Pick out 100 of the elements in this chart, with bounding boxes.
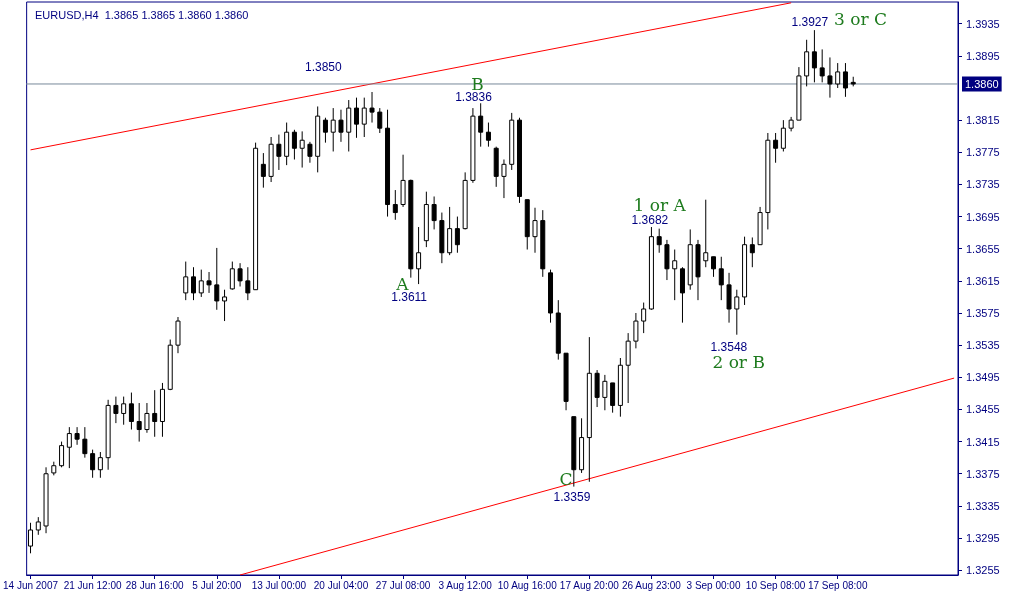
candlestick <box>842 62 848 98</box>
x-tick-label: 13 Jul 00:00 <box>251 579 307 591</box>
y-tick-label: 1.3615 <box>966 274 1000 287</box>
y-tick-label: 1.3415 <box>966 435 1000 448</box>
candlestick <box>369 91 375 124</box>
candlestick <box>206 271 212 294</box>
candlestick <box>780 119 786 152</box>
candlestick <box>416 226 422 285</box>
candlestick <box>307 141 313 164</box>
x-tick-label: 17 Sep 08:00 <box>807 579 868 591</box>
candlestick <box>361 97 367 138</box>
annotation: 1.3682 <box>631 213 669 227</box>
candlestick <box>377 107 383 134</box>
annotation: 2 or B <box>712 352 765 372</box>
candlestick <box>734 289 740 336</box>
candlestick <box>641 302 647 334</box>
candlestick <box>245 266 251 301</box>
annotation: 1.3850 <box>304 60 343 74</box>
candlestick <box>749 236 755 268</box>
annotation: C <box>559 469 573 489</box>
candlestick <box>97 451 103 479</box>
x-tick-label: 14 Jun 2007 <box>2 579 59 591</box>
candlestick <box>28 522 34 554</box>
candlestick <box>260 152 266 189</box>
ref-line-label: 1.3860 <box>965 77 999 90</box>
candlestick <box>229 261 235 291</box>
candlestick <box>113 396 119 424</box>
text: EURUSD,H4 1.3865 1.3865 1.3860 1.3860 <box>35 8 249 21</box>
y-tick-label: 1.3375 <box>966 467 1000 480</box>
candlestick <box>59 441 65 468</box>
candlestick <box>633 312 639 349</box>
candlestick <box>703 199 709 268</box>
candlestick <box>198 269 204 298</box>
candlestick <box>478 102 484 148</box>
y-tick-label: 1.3775 <box>966 146 1000 159</box>
x-tick-label: 28 Jun 16:00 <box>125 579 185 591</box>
x-tick-label: 3 Sep 00:00 <box>686 579 741 591</box>
candlestick <box>656 228 662 254</box>
candlestick <box>222 289 228 322</box>
candlestick <box>819 48 825 83</box>
x-tick-label: 3 Aug 12:00 <box>438 579 493 591</box>
y-tick-label: 1.3895 <box>966 49 1000 62</box>
y-tick-label: 1.3295 <box>966 532 1000 545</box>
candlestick <box>338 109 344 143</box>
x-tick-label: 10 Aug 16:00 <box>497 579 558 591</box>
x-tick-label: 20 Jul 04:00 <box>313 579 369 591</box>
y-tick-label: 1.3575 <box>966 307 1000 320</box>
candlestick <box>711 256 717 278</box>
annotation: 3 or C <box>834 9 888 29</box>
x-tick-label: 5 Jul 20:00 <box>192 579 242 591</box>
annotation: 1.3359 <box>553 490 591 504</box>
x-tick-label: 21 Jun 12:00 <box>63 579 122 591</box>
candlestick <box>827 56 833 99</box>
y-tick-label: 1.3935 <box>966 17 1000 30</box>
candlestick <box>773 132 779 164</box>
candlestick <box>276 134 282 171</box>
candlestick <box>128 392 134 431</box>
candlestick <box>672 249 678 301</box>
y-tick-label: 1.3735 <box>966 178 1000 191</box>
candlestick <box>183 261 189 301</box>
annotation: 1.3836 <box>455 90 493 104</box>
candlestick <box>74 426 80 446</box>
y-tick-label: 1.3815 <box>966 114 1000 127</box>
candlestick <box>454 216 460 254</box>
y-tick-label: 1.3455 <box>966 403 1000 416</box>
candlestick <box>152 389 158 438</box>
y-tick-label: 1.3535 <box>966 339 1000 352</box>
y-tick-label: 1.3495 <box>966 371 1000 384</box>
candlestick <box>602 374 608 411</box>
candlestick <box>330 107 336 152</box>
candlestick <box>82 426 88 459</box>
candlestick <box>610 382 616 414</box>
y-tick-label: 1.3255 <box>966 564 1000 577</box>
candlestick <box>354 97 359 139</box>
x-tick-label: 27 Jul 08:00 <box>375 579 431 591</box>
y-tick-label: 1.3335 <box>966 499 1000 512</box>
y-tick-label: 1.3695 <box>966 210 1000 223</box>
candlestick <box>144 402 150 434</box>
candlestick <box>322 117 328 144</box>
candlestick <box>214 247 220 311</box>
annotation: 1.3611 <box>391 290 428 304</box>
candlestick <box>90 449 96 479</box>
candlestick <box>136 402 142 443</box>
candlestick <box>291 129 297 161</box>
annotation: 1.3548 <box>710 340 748 354</box>
candlestick <box>392 189 398 221</box>
candlestick <box>501 159 507 199</box>
candlestick <box>532 207 538 254</box>
y-tick-label: 1.3655 <box>966 242 1000 255</box>
annotation: 1 or A <box>633 195 687 215</box>
x-tick-label: 17 Aug 20:00 <box>559 579 620 591</box>
candlestick <box>237 262 243 287</box>
candlestick <box>718 256 724 301</box>
candlestick <box>66 426 72 469</box>
annotation: 1.3927 <box>791 15 829 29</box>
x-tick-label: 10 Sep 08:00 <box>745 579 806 591</box>
x-tick-label: 26 Aug 23:00 <box>621 579 682 591</box>
candlestick <box>835 62 841 89</box>
candlestick <box>811 29 817 83</box>
candlestick <box>431 195 437 230</box>
